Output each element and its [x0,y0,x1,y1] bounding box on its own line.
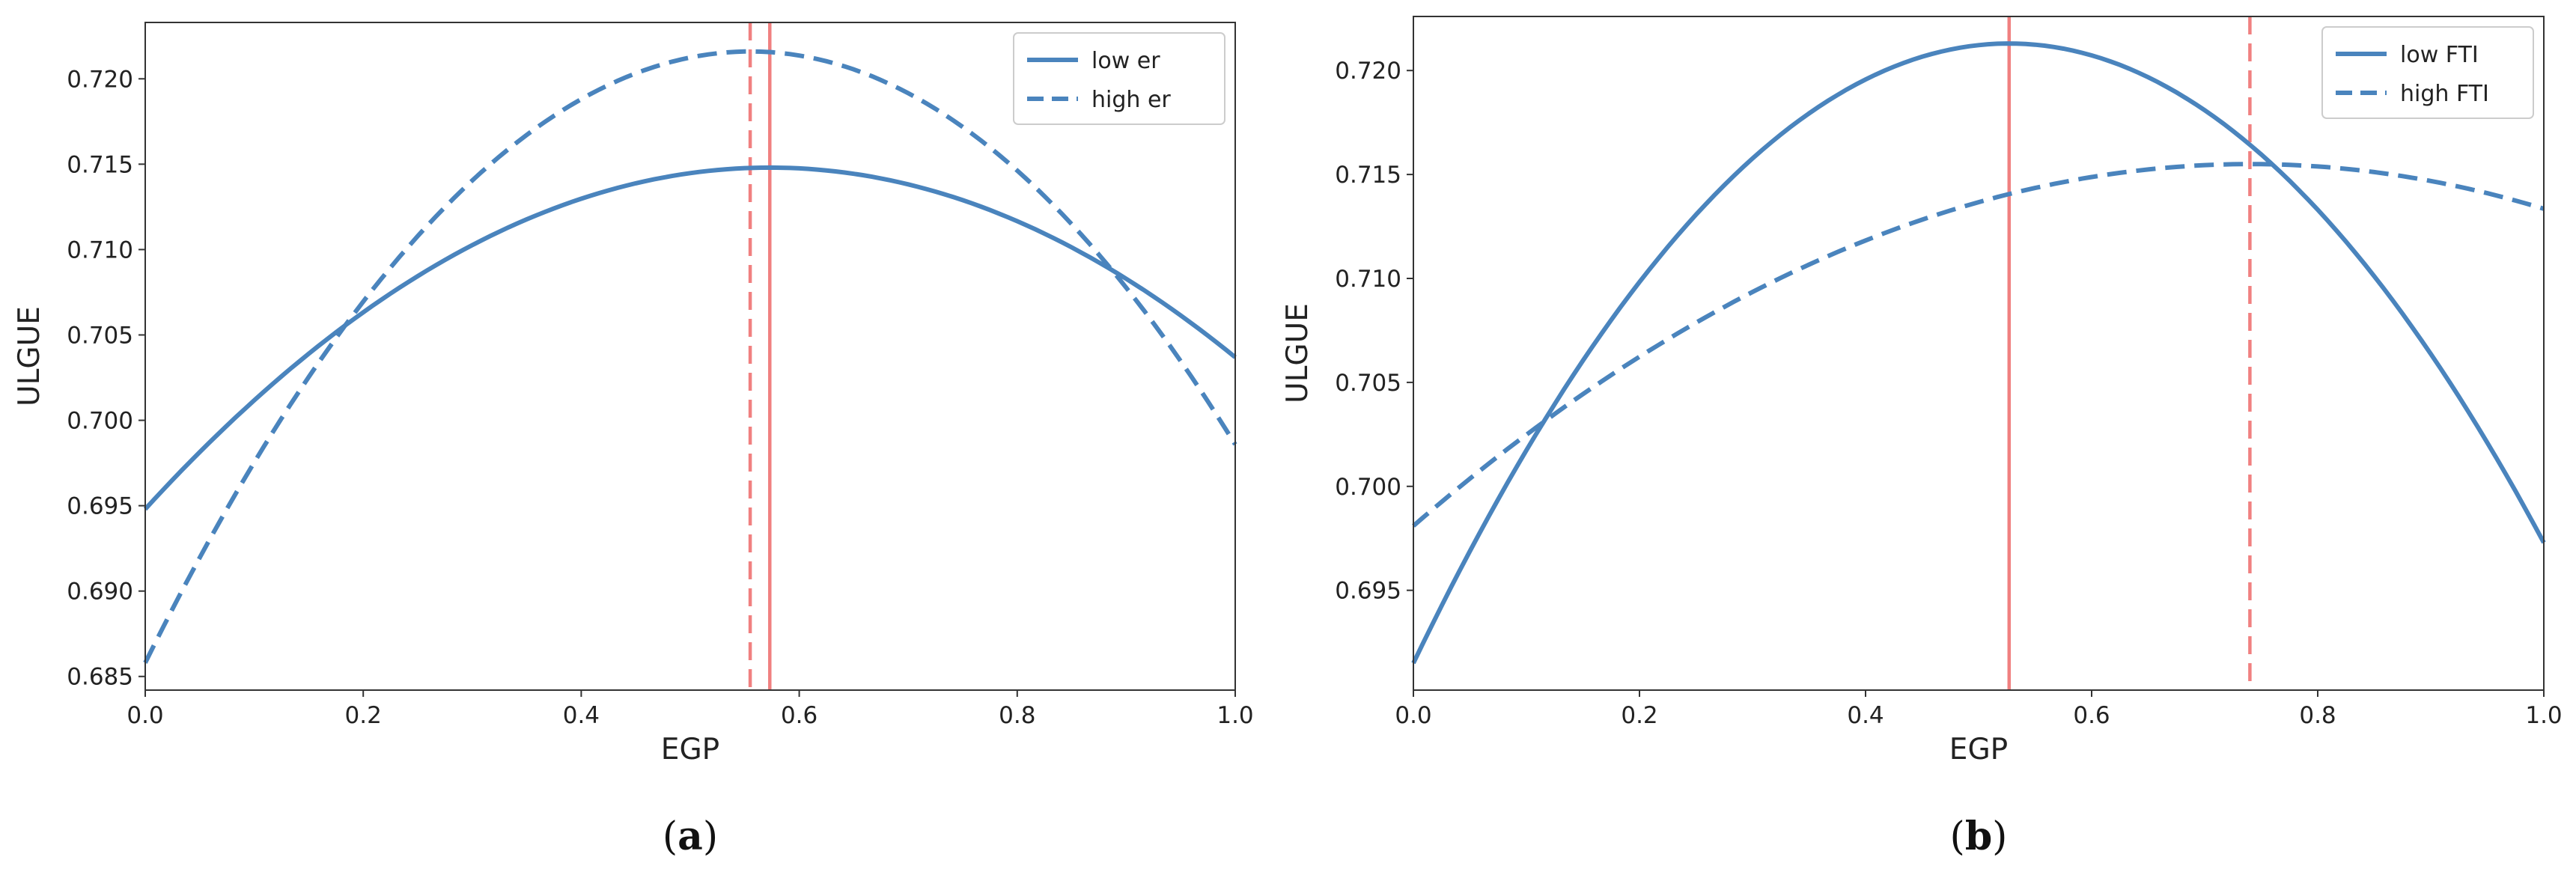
x-tick-label: 0.2 [1621,702,1657,729]
caption-close: ) [1992,814,2007,859]
y-tick-label: 0.700 [67,408,133,435]
panel-caption-a: (a) [663,814,718,859]
y-tick-label: 0.690 [67,579,133,606]
series-group [143,49,1237,664]
y-ticks: 0.685 0.690 0.695 0.700 0.705 0.710 0.715 0.720 [67,66,145,691]
chart-panel-b: 0.0 0.2 0.4 0.6 0.8 1.0 0.6950.7000.7050.7100… [1281,16,2563,859]
legend-entry: low er [1091,48,1160,74]
vline-group [2007,16,2252,690]
legend-entry: low FTI [2400,42,2479,68]
legend-box [2321,26,2534,119]
caption-letter: a [678,814,703,859]
series-line-dashed [143,49,1237,664]
series-line-dashed [1412,162,2545,528]
legend-box [1013,32,1225,125]
x-tick-label: 0.4 [563,702,600,729]
x-tick-label: 0.4 [1847,702,1884,729]
caption-letter: b [1965,814,1992,859]
y-axis-label: ULGUE [1281,303,1315,403]
x-ticks: 0.0 0.2 0.4 0.6 0.8 1.0 [127,690,1254,729]
y-tick-label: 0.720 [67,66,133,93]
y-tick-label: 0.700 [1335,474,1401,501]
y-tick-label: 0.705 [67,322,133,349]
x-axis-label: EGP [661,733,719,766]
y-tick-label: 0.695 [1335,578,1401,605]
caption-open: ( [1950,814,1965,859]
plot-frame [1413,16,2545,691]
x-tick-label: 1.0 [2525,702,2562,729]
x-tick-label: 0.0 [127,702,163,729]
y-tick-label: 0.710 [67,237,133,263]
panel-caption-b: (b) [1950,814,2008,859]
x-ticks: 0.0 0.2 0.4 0.6 0.8 1.0 [1395,690,2563,729]
y-tick-label: 0.695 [67,493,133,520]
caption-close: ) [703,814,718,859]
caption-open: ( [663,814,678,859]
y-tick-label: 0.715 [67,151,133,178]
y-tick-label: 0.715 [1335,162,1401,189]
x-axis-label: EGP [1949,733,2008,766]
series-line-solid [143,165,1237,511]
x-tick-label: 0.6 [2073,702,2110,729]
x-tick-label: 0.6 [781,702,817,729]
plot-frame [144,22,1236,691]
vline-group [748,22,772,690]
y-tick-label: 0.705 [1335,370,1401,397]
y-tick-label: 0.710 [1335,266,1401,293]
legend-entry: high er [1091,87,1171,113]
legend: low er high er [1013,32,1225,125]
series-line-solid [1411,41,2546,665]
x-tick-label: 0.0 [1395,702,1431,729]
chart-panel-a: 0.0 0.2 0.4 0.6 0.8 1.0 0.6850.6900.6950.7000… [13,22,1254,859]
y-ticks: 0.695 0.700 0.705 0.710 0.715 0.720 [1335,58,1413,605]
legend: low FTI high FTI [2321,26,2534,119]
series-group [1411,41,2546,665]
x-tick-label: 0.8 [999,702,1035,729]
y-axis-label: ULGUE [13,306,46,406]
x-tick-label: 0.2 [345,702,382,729]
legend-entry: high FTI [2400,81,2489,107]
x-tick-label: 1.0 [1217,702,1253,729]
y-tick-label: 0.685 [67,664,133,691]
y-tick-label: 0.720 [1335,58,1401,85]
x-tick-label: 0.8 [2299,702,2336,729]
